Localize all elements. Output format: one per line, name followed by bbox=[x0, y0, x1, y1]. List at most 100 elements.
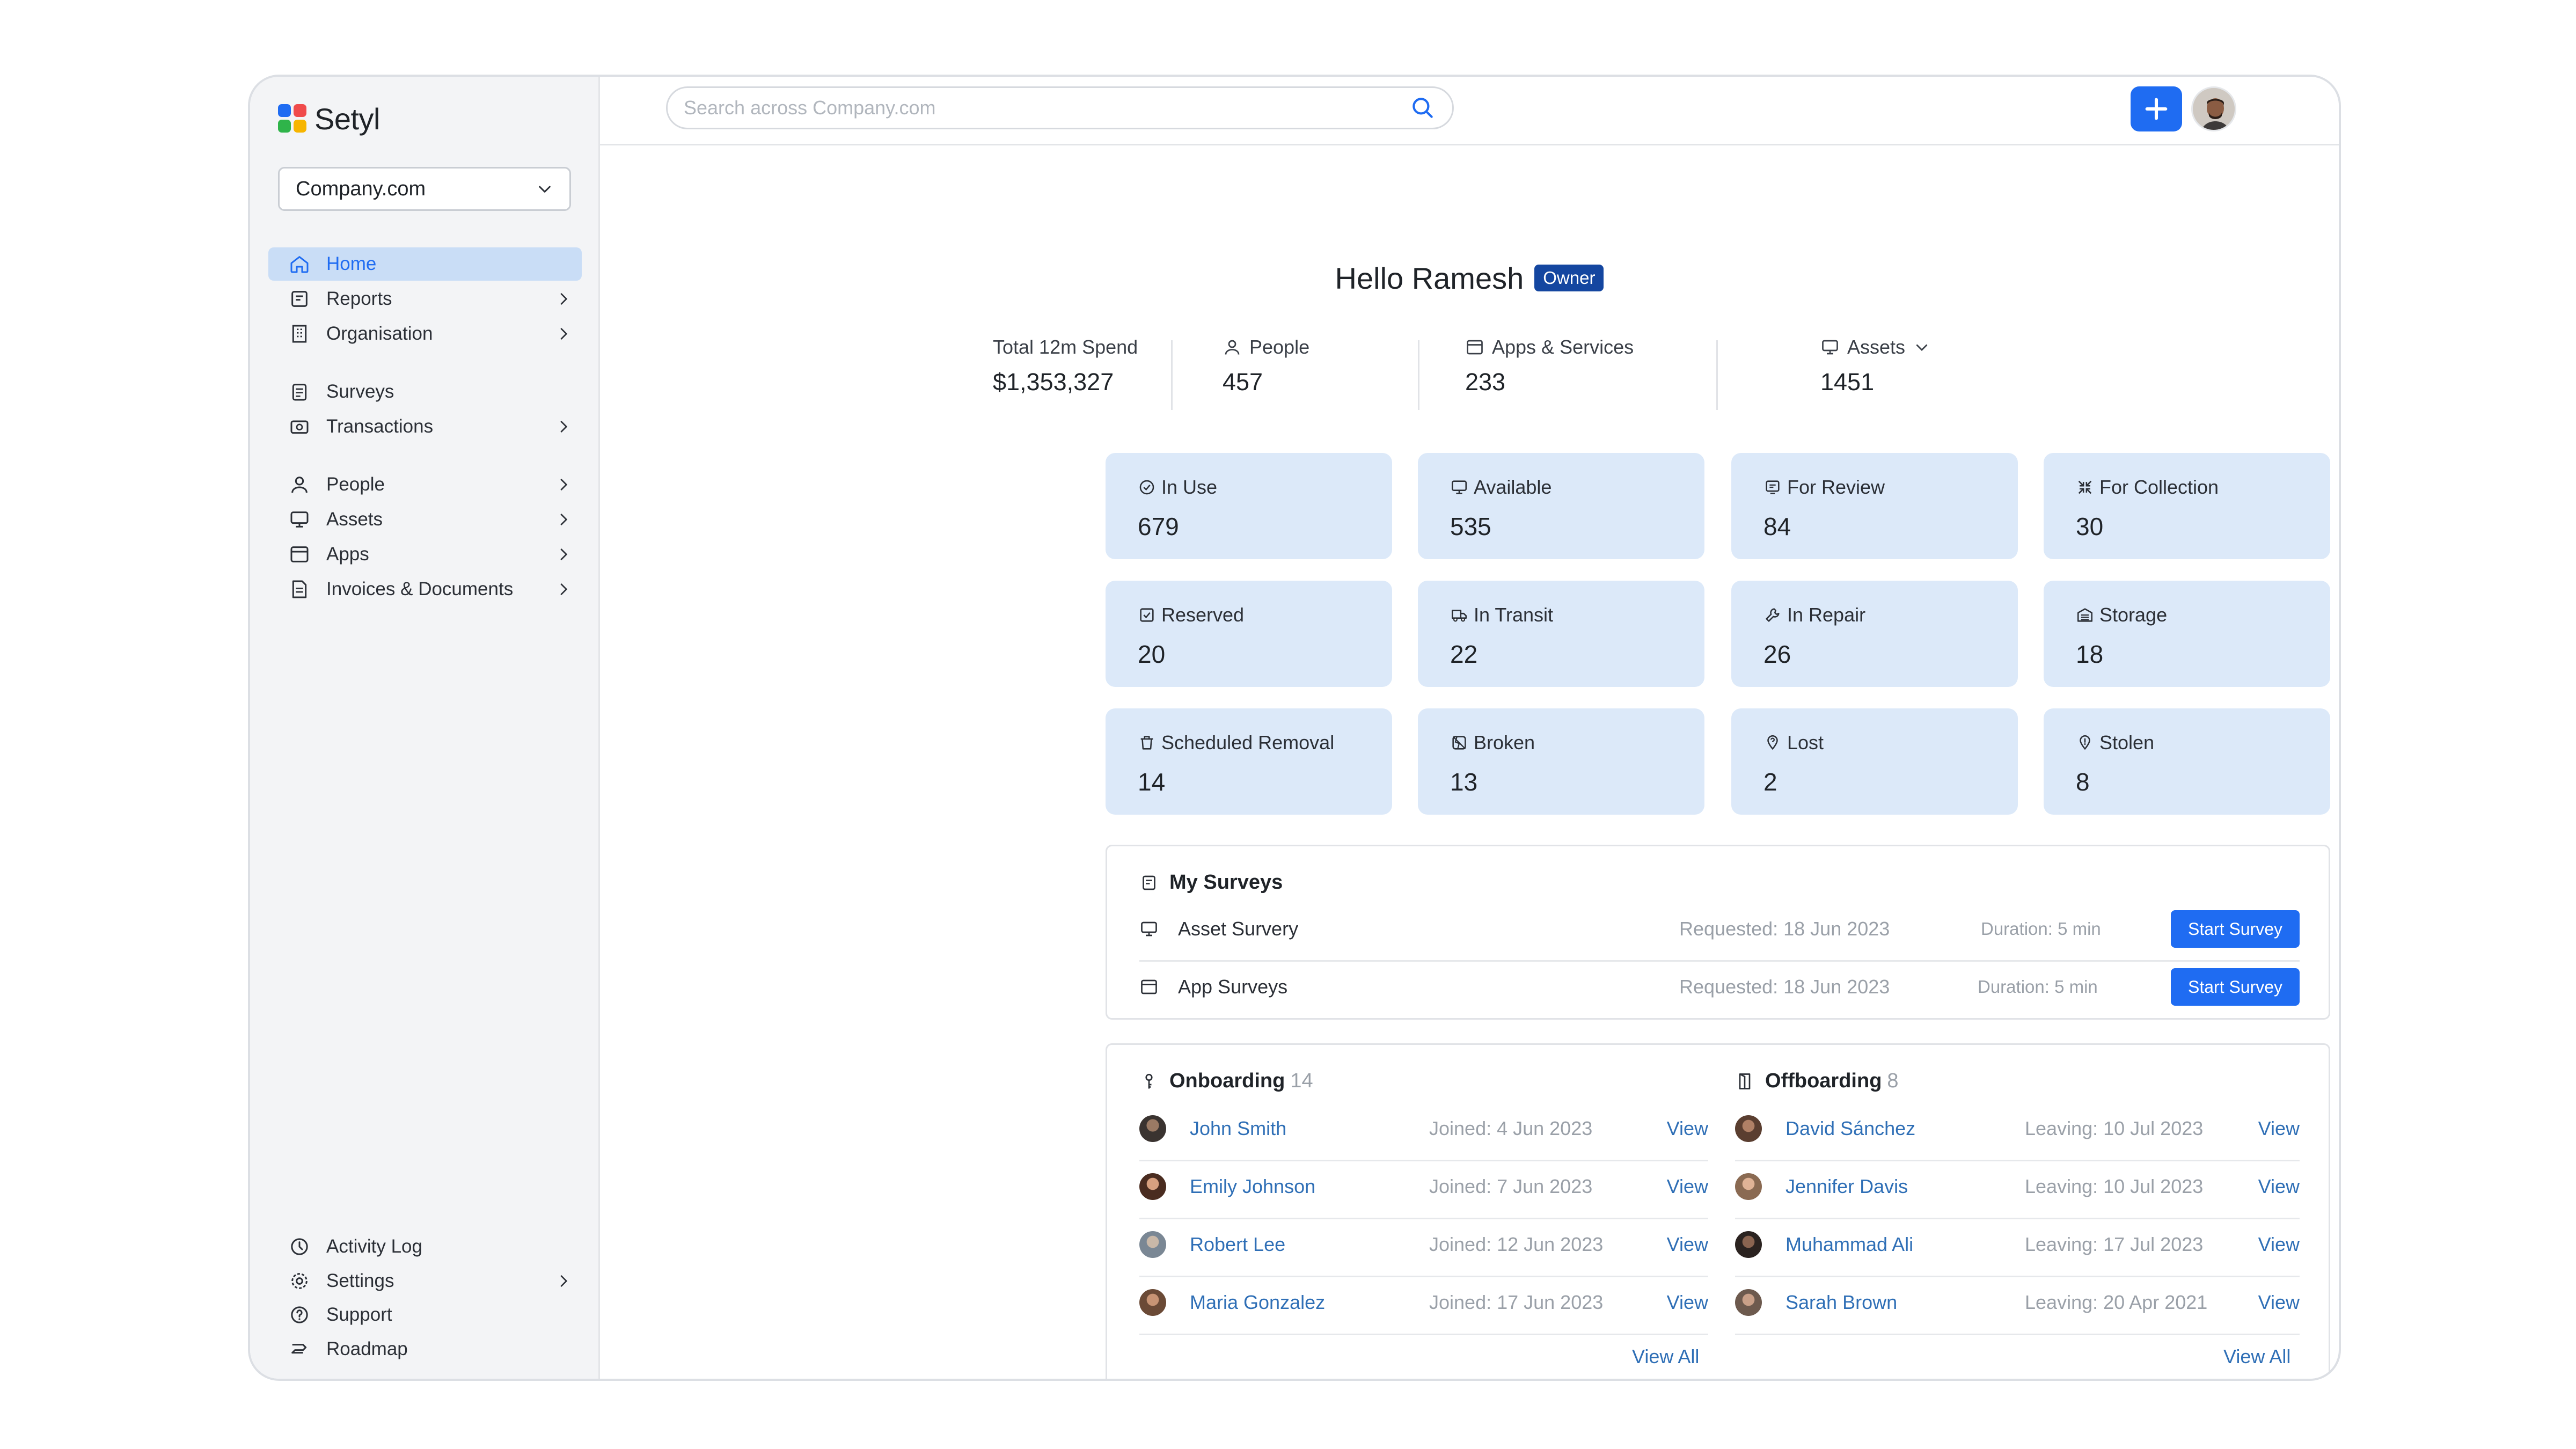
stat-total-spend[interactable]: Total 12m Spend $1,353,327 bbox=[993, 335, 1138, 396]
onboarding-count: 14 bbox=[1290, 1070, 1313, 1092]
card-for-collection[interactable]: For Collection 30 bbox=[2044, 453, 2330, 559]
card-label: For Review bbox=[1787, 476, 1885, 498]
checkbox-icon bbox=[1140, 608, 1154, 622]
sidebar-item-apps[interactable]: Apps bbox=[268, 538, 582, 571]
avatar bbox=[1735, 1231, 1762, 1258]
stat-label: Assets bbox=[1847, 336, 1906, 358]
person-name[interactable]: Sarah Brown bbox=[1785, 1291, 1898, 1313]
survey-duration: Duration: 5 min bbox=[1978, 977, 2098, 997]
onboarding-title: Onboarding 14 bbox=[1139, 1070, 1313, 1093]
warehouse-icon bbox=[2077, 608, 2093, 622]
leave-date: Leaving: 10 Jul 2023 bbox=[2025, 1117, 2204, 1139]
search-bar[interactable] bbox=[666, 86, 1454, 129]
person-name[interactable]: Jennifer Davis bbox=[1785, 1175, 1908, 1197]
monitor-icon bbox=[1141, 921, 1157, 936]
view-link[interactable]: View bbox=[2258, 1291, 2300, 1313]
offboarding-view-all-link[interactable]: View All bbox=[2223, 1345, 2291, 1367]
app-logo[interactable]: Setyl bbox=[278, 97, 380, 140]
sidebar-item-support[interactable]: Support bbox=[268, 1298, 582, 1331]
person-name[interactable]: Emily Johnson bbox=[1190, 1175, 1316, 1197]
sidebar-item-activity-log[interactable]: Activity Log bbox=[268, 1230, 582, 1263]
card-value: 2 bbox=[1763, 768, 1777, 796]
person-name[interactable]: Muhammad Ali bbox=[1785, 1233, 1914, 1255]
view-link[interactable]: View bbox=[2258, 1175, 2300, 1197]
search-input[interactable] bbox=[684, 97, 1409, 119]
sidebar-item-people[interactable]: People bbox=[268, 468, 582, 501]
person-name[interactable]: Maria Gonzalez bbox=[1190, 1291, 1326, 1313]
card-broken[interactable]: Broken 13 bbox=[1418, 708, 1704, 815]
onboarding-row[interactable]: John Smith Joined: 4 Jun 2023 View bbox=[1139, 1100, 1708, 1158]
start-survey-button[interactable]: Start Survey bbox=[2171, 968, 2300, 1006]
onboarding-row[interactable]: Emily Johnson Joined: 7 Jun 2023 View bbox=[1139, 1158, 1708, 1216]
offboarding-row[interactable]: David Sánchez Leaving: 10 Jul 2023 View bbox=[1735, 1100, 2300, 1158]
row-divider bbox=[1735, 1334, 2300, 1335]
view-link[interactable]: View bbox=[2258, 1233, 2300, 1255]
stat-assets[interactable]: Assets 1451 bbox=[1820, 335, 1930, 396]
user-avatar[interactable] bbox=[2191, 86, 2236, 131]
home-icon bbox=[290, 256, 309, 273]
view-link[interactable]: View bbox=[1666, 1117, 1708, 1139]
card-stolen[interactable]: Stolen 8 bbox=[2044, 708, 2330, 815]
survey-duration: Duration: 5 min bbox=[1981, 919, 2101, 939]
sidebar-item-surveys[interactable]: Surveys bbox=[268, 375, 582, 408]
card-label: For Collection bbox=[2099, 476, 2219, 498]
sidebar-item-label: Home bbox=[326, 253, 377, 274]
card-in-repair[interactable]: In Repair 26 bbox=[1731, 581, 2018, 687]
start-survey-button[interactable]: Start Survey bbox=[2171, 910, 2300, 948]
card-label: In Transit bbox=[1474, 604, 1554, 626]
view-link[interactable]: View bbox=[2258, 1117, 2300, 1139]
stat-value: 457 bbox=[1223, 368, 1263, 396]
chevron-down-icon[interactable] bbox=[1914, 339, 1930, 355]
card-label: Reserved bbox=[1161, 604, 1245, 626]
card-label: Scheduled Removal bbox=[1161, 731, 1335, 753]
leave-date: Leaving: 20 Apr 2021 bbox=[2025, 1291, 2208, 1313]
stat-people[interactable]: People 457 bbox=[1223, 335, 1309, 396]
card-available[interactable]: Available 535 bbox=[1418, 453, 1704, 559]
survey-row: App Surveys Requested: 18 Jun 2023 Durat… bbox=[1139, 958, 2300, 1016]
card-in-transit[interactable]: In Transit 22 bbox=[1418, 581, 1704, 687]
sidebar-item-organisation[interactable]: Organisation bbox=[268, 317, 582, 350]
sidebar-item-roadmap[interactable]: Roadmap bbox=[268, 1333, 582, 1366]
stat-divider bbox=[1418, 340, 1419, 410]
card-value: 22 bbox=[1450, 640, 1478, 668]
sidebar-item-settings[interactable]: Settings bbox=[268, 1264, 582, 1298]
sidebar-item-transactions[interactable]: Transactions bbox=[268, 410, 582, 443]
offboarding-row[interactable]: Jennifer Davis Leaving: 10 Jul 2023 View bbox=[1735, 1158, 2300, 1216]
sidebar-item-assets[interactable]: Assets bbox=[268, 503, 582, 536]
card-storage[interactable]: Storage 18 bbox=[2044, 581, 2330, 687]
sidebar-item-label: Reports bbox=[326, 288, 392, 309]
truck-icon bbox=[1451, 610, 1467, 622]
card-scheduled-removal[interactable]: Scheduled Removal 14 bbox=[1106, 708, 1392, 815]
search-icon[interactable] bbox=[1409, 94, 1436, 121]
sidebar-item-home[interactable]: Home bbox=[268, 247, 582, 281]
sidebar-item-label: People bbox=[326, 474, 385, 495]
onboarding-row[interactable]: Maria Gonzalez Joined: 17 Jun 2023 View bbox=[1139, 1274, 1708, 1331]
card-reserved[interactable]: Reserved 20 bbox=[1106, 581, 1392, 687]
card-lost[interactable]: Lost 2 bbox=[1731, 708, 2018, 815]
sidebar-item-invoices-documents[interactable]: Invoices & Documents bbox=[268, 573, 582, 606]
view-link[interactable]: View bbox=[1666, 1291, 1708, 1313]
card-in-use[interactable]: In Use 679 bbox=[1106, 453, 1392, 559]
onboarding-row[interactable]: Robert Lee Joined: 12 Jun 2023 View bbox=[1139, 1216, 1708, 1274]
view-link[interactable]: View bbox=[1666, 1175, 1708, 1197]
onboarding-view-all-link[interactable]: View All bbox=[1632, 1345, 1700, 1367]
view-link[interactable]: View bbox=[1666, 1233, 1708, 1255]
person-name[interactable]: Robert Lee bbox=[1190, 1233, 1286, 1255]
offboarding-row[interactable]: Muhammad Ali Leaving: 17 Jul 2023 View bbox=[1735, 1216, 2300, 1274]
apps-icon bbox=[290, 546, 309, 562]
stat-value: 1451 bbox=[1820, 368, 1875, 396]
stat-apps-services[interactable]: Apps & Services 233 bbox=[1465, 335, 1634, 396]
offboarding-row[interactable]: Sarah Brown Leaving: 20 Apr 2021 View bbox=[1735, 1274, 2300, 1331]
card-label: In Repair bbox=[1787, 604, 1866, 626]
join-date: Joined: 17 Jun 2023 bbox=[1429, 1291, 1604, 1313]
person-name[interactable]: David Sánchez bbox=[1785, 1117, 1916, 1139]
chevron-right-icon bbox=[560, 479, 568, 491]
card-for-review[interactable]: For Review 84 bbox=[1731, 453, 2018, 559]
surveys-icon bbox=[1143, 875, 1155, 890]
person-name[interactable]: John Smith bbox=[1190, 1117, 1287, 1139]
add-button[interactable] bbox=[2131, 86, 2182, 131]
sidebar-item-reports[interactable]: Reports bbox=[268, 282, 582, 316]
sidebar: Setyl Company.com Home Reports Organisat… bbox=[250, 77, 600, 1379]
leave-date: Leaving: 10 Jul 2023 bbox=[2025, 1175, 2204, 1197]
organisation-select[interactable]: Company.com bbox=[278, 167, 571, 211]
